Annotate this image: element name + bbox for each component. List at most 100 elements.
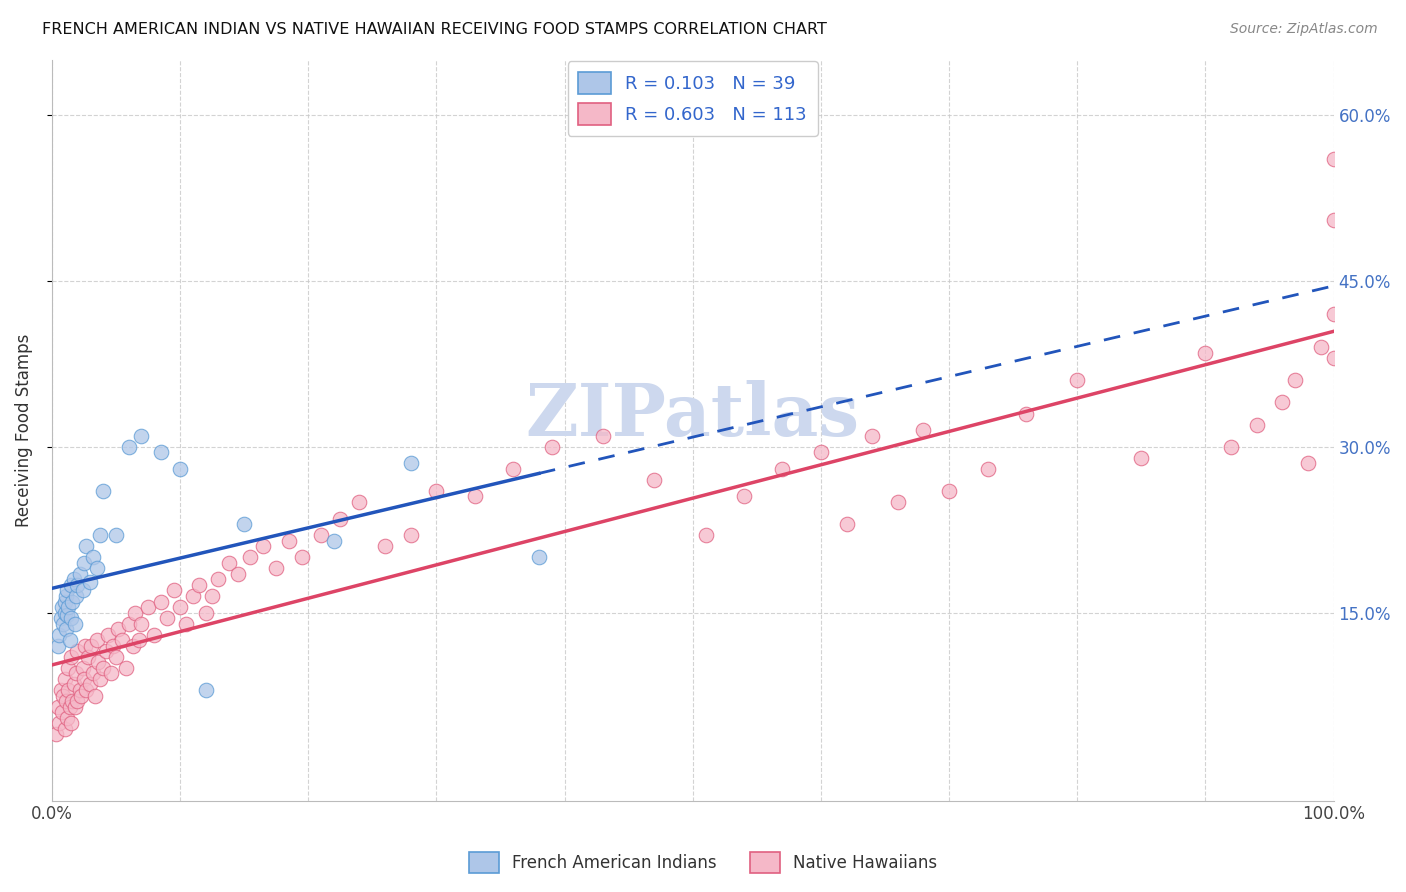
Point — [128, 633, 150, 648]
Point — [66, 694, 89, 708]
Point — [66, 644, 89, 658]
Point — [56, 711, 79, 725]
Point — [65, 589, 87, 603]
Point — [188, 578, 211, 592]
Point — [45, 727, 67, 741]
Point — [75, 539, 97, 553]
Y-axis label: Receiving Food Stamps: Receiving Food Stamps — [15, 334, 32, 527]
Point — [239, 550, 262, 565]
Point — [322, 533, 344, 548]
Point — [264, 561, 287, 575]
Point — [291, 550, 314, 565]
Point — [46, 639, 69, 653]
Point — [55, 622, 77, 636]
Point — [55, 694, 77, 708]
Point — [104, 649, 127, 664]
Point — [136, 600, 159, 615]
Point — [53, 594, 76, 608]
Point — [464, 490, 486, 504]
Point — [86, 633, 108, 648]
Point — [527, 550, 550, 565]
Point — [51, 600, 73, 615]
Point — [425, 483, 447, 498]
Point — [59, 578, 82, 592]
Point — [218, 556, 240, 570]
Point — [860, 428, 883, 442]
Point — [695, 528, 717, 542]
Point — [63, 699, 86, 714]
Point — [91, 661, 114, 675]
Point — [53, 672, 76, 686]
Point — [49, 683, 72, 698]
Text: Source: ZipAtlas.com: Source: ZipAtlas.com — [1230, 22, 1378, 37]
Point — [194, 683, 217, 698]
Point — [1194, 345, 1216, 359]
Point — [1246, 417, 1268, 432]
Point — [69, 683, 91, 698]
Point — [94, 644, 117, 658]
Point — [104, 528, 127, 542]
Point — [56, 607, 79, 622]
Point — [82, 666, 104, 681]
Point — [62, 677, 84, 691]
Point — [75, 639, 97, 653]
Point — [79, 574, 101, 589]
Point — [53, 606, 76, 620]
Point — [835, 517, 858, 532]
Point — [48, 716, 70, 731]
Point — [58, 661, 80, 675]
Point — [1323, 152, 1346, 166]
Point — [156, 611, 179, 625]
Point — [1130, 450, 1153, 465]
Point — [1271, 395, 1294, 409]
Point — [59, 716, 82, 731]
Point — [70, 689, 93, 703]
Point — [1323, 213, 1346, 227]
Point — [76, 649, 98, 664]
Point — [80, 639, 103, 653]
Point — [399, 528, 422, 542]
Point — [100, 666, 122, 681]
Point — [115, 661, 138, 675]
Legend: French American Indians, Native Hawaiians: French American Indians, Native Hawaiian… — [463, 846, 943, 880]
Point — [59, 649, 82, 664]
Point — [52, 616, 75, 631]
Point — [181, 589, 204, 603]
Point — [131, 616, 153, 631]
Point — [84, 689, 107, 703]
Point — [201, 589, 224, 603]
Point — [103, 639, 125, 653]
Point — [349, 495, 371, 509]
Point — [69, 566, 91, 581]
Point — [82, 550, 104, 565]
Point — [55, 589, 77, 603]
Point — [65, 666, 87, 681]
Point — [48, 628, 70, 642]
Point — [976, 462, 998, 476]
Point — [56, 583, 79, 598]
Point — [1296, 456, 1319, 470]
Point — [1066, 373, 1088, 387]
Point — [1220, 440, 1243, 454]
Point — [72, 661, 94, 675]
Point — [502, 462, 524, 476]
Point — [86, 561, 108, 575]
Point — [58, 600, 80, 615]
Point — [540, 440, 562, 454]
Point — [60, 594, 83, 608]
Point — [73, 556, 96, 570]
Point — [1323, 351, 1346, 366]
Point — [1309, 340, 1331, 354]
Point — [72, 583, 94, 598]
Text: ZIPatlas: ZIPatlas — [526, 380, 859, 450]
Point — [1323, 307, 1346, 321]
Point — [329, 511, 352, 525]
Point — [87, 656, 110, 670]
Point — [143, 628, 166, 642]
Point — [207, 573, 229, 587]
Point — [887, 495, 910, 509]
Point — [810, 445, 832, 459]
Point — [912, 423, 935, 437]
Point — [52, 689, 75, 703]
Legend: R = 0.103   N = 39, R = 0.603   N = 113: R = 0.103 N = 39, R = 0.603 N = 113 — [568, 62, 818, 136]
